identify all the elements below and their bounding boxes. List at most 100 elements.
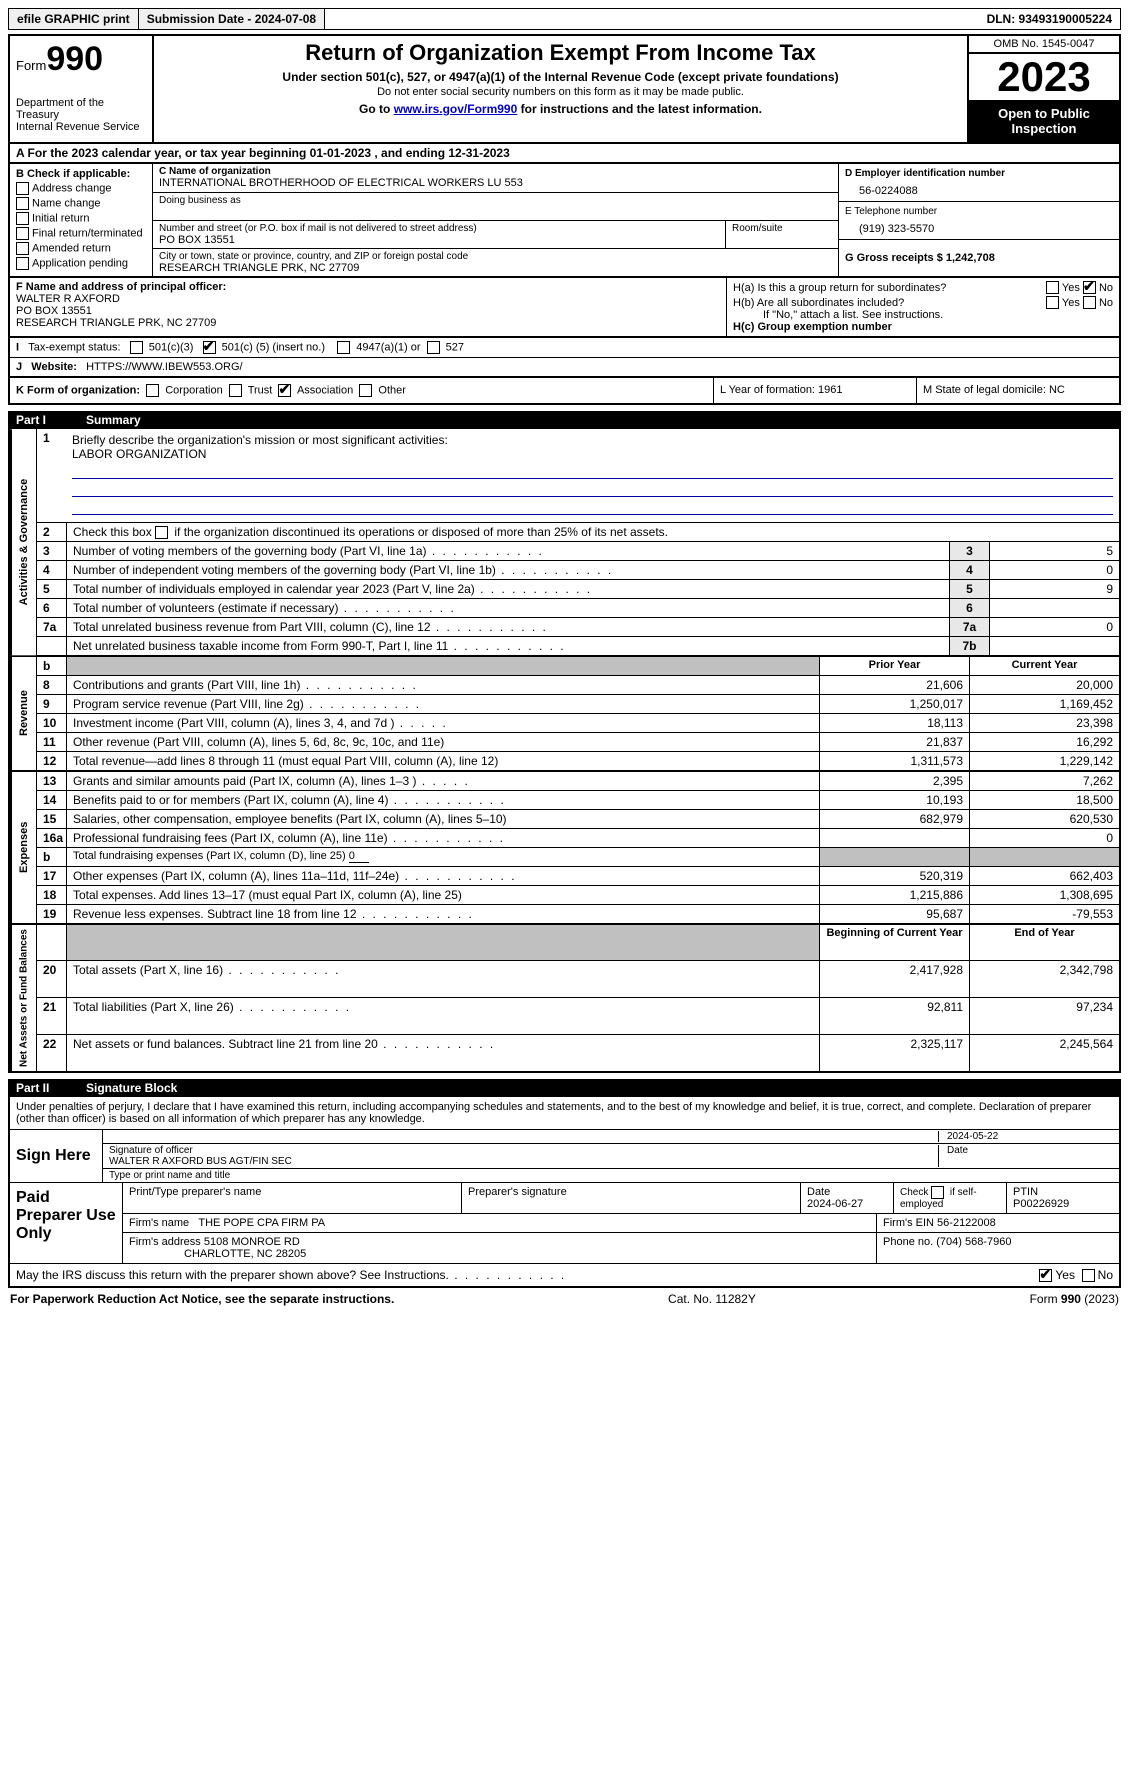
city-lbl: City or town, state or province, country… [159, 251, 832, 262]
vlabel-expenses: Expenses [10, 772, 36, 923]
chk-name-change[interactable] [16, 197, 29, 210]
officer-addr2: RESEARCH TRIANGLE PRK, NC 27709 [16, 317, 720, 329]
row-f-officer: F Name and address of principal officer:… [10, 278, 727, 336]
box-5: 5 [949, 579, 989, 598]
val-22-p: 2,325,117 [819, 1034, 969, 1071]
chk-address-change[interactable] [16, 182, 29, 195]
form-subtitle-2: Do not enter social security numbers on … [162, 86, 959, 98]
summary-governance: Activities & Governance 1 Briefly descri… [8, 429, 1121, 657]
val-16a-p [819, 828, 969, 847]
sign-here-lbl: Sign Here [10, 1130, 103, 1182]
chk-hb-no[interactable] [1083, 296, 1096, 309]
col-d-ids: D Employer identification number 56-0224… [838, 164, 1119, 276]
val-6 [989, 598, 1119, 617]
firm-ein: 56-2122008 [937, 1217, 996, 1229]
val-20-c: 2,342,798 [969, 960, 1119, 997]
lbl-address-change: Address change [32, 182, 112, 194]
sig-type-lbl: Type or print name and title [109, 1170, 238, 1181]
chk-assoc[interactable] [278, 384, 291, 397]
chk-final-return[interactable] [16, 227, 29, 240]
part-2-header: Part II Signature Block [8, 1079, 1121, 1097]
line-3: Number of voting members of the governin… [66, 541, 949, 560]
firm-phone-lbl: Phone no. [883, 1236, 933, 1248]
h-b-note: If "No," attach a list. See instructions… [733, 309, 1113, 321]
lbl-no-1: No [1099, 282, 1113, 294]
gross-receipts: G Gross receipts $ 1,242,708 [845, 252, 1113, 264]
line-11: Other revenue (Part VIII, column (A), li… [66, 732, 819, 751]
penalty-text: Under penalties of perjury, I declare th… [10, 1097, 1119, 1129]
summary-revenue: Revenue b Prior Year Current Year 8Contr… [8, 657, 1121, 772]
submission-date: Submission Date - 2024-07-08 [139, 9, 325, 29]
chk-amended-return[interactable] [16, 242, 29, 255]
sig-officer: WALTER R AXFORD BUS AGT/FIN SEC [109, 1156, 292, 1167]
val-21-c: 97,234 [969, 997, 1119, 1034]
org-name: INTERNATIONAL BROTHERHOOD OF ELECTRICAL … [159, 177, 832, 189]
chk-501c[interactable] [203, 341, 216, 354]
omb-number: OMB No. 1545-0047 [969, 36, 1119, 54]
ein-lbl: D Employer identification number [845, 168, 1113, 179]
chk-application-pending[interactable] [16, 257, 29, 270]
firm-addr1: 5108 MONROE RD [204, 1236, 300, 1248]
prep-date: 2024-06-27 [807, 1198, 863, 1210]
val-7b [989, 636, 1119, 655]
val-18-p: 1,215,886 [819, 885, 969, 904]
irs-link[interactable]: www.irs.gov/Form990 [394, 102, 518, 116]
chk-trust[interactable] [229, 384, 242, 397]
chk-self-employed[interactable] [931, 1186, 944, 1199]
part-2-num: Part II [16, 1081, 86, 1095]
tel: (919) 323-5570 [845, 217, 1113, 235]
lbl-amended: Amended return [32, 242, 111, 254]
val-15-c: 620,530 [969, 809, 1119, 828]
val-10-c: 23,398 [969, 713, 1119, 732]
tel-lbl: E Telephone number [845, 206, 1113, 217]
lbl-trust: Trust [248, 384, 273, 396]
val-16a-c: 0 [969, 828, 1119, 847]
vlabel-netassets: Net Assets or Fund Balances [10, 925, 36, 1071]
line-16b: Total fundraising expenses (Part IX, col… [66, 847, 819, 866]
box-7b: 7b [949, 636, 989, 655]
val-7a: 0 [989, 617, 1119, 636]
addr-lbl: Number and street (or P.O. box if mail i… [159, 223, 719, 234]
chk-discuss-no[interactable] [1082, 1269, 1095, 1282]
line-19: Revenue less expenses. Subtract line 18 … [66, 904, 819, 923]
chk-discuss-yes[interactable] [1039, 1269, 1052, 1282]
chk-ha-no[interactable] [1083, 281, 1096, 294]
discuss-q: May the IRS discuss this return with the… [16, 1268, 1039, 1282]
lbl-final-return: Final return/terminated [32, 227, 143, 239]
dba-lbl: Doing business as [153, 193, 838, 221]
chk-4947[interactable] [337, 341, 350, 354]
box-4: 4 [949, 560, 989, 579]
officer-addr1: PO BOX 13551 [16, 305, 720, 317]
chk-discontinued[interactable] [155, 526, 168, 539]
line-7b: Net unrelated business taxable income fr… [66, 636, 949, 655]
ein: 56-0224088 [845, 179, 1113, 197]
chk-initial-return[interactable] [16, 212, 29, 225]
efile-button[interactable]: efile GRAPHIC print [9, 9, 139, 29]
line-10: Investment income (Part VIII, column (A)… [66, 713, 819, 732]
lbl-yes-1: Yes [1062, 282, 1080, 294]
line-16a: Professional fundraising fees (Part IX, … [66, 828, 819, 847]
chk-corp[interactable] [146, 384, 159, 397]
val-11-p: 21,837 [819, 732, 969, 751]
box-7a: 7a [949, 617, 989, 636]
chk-501c3[interactable] [130, 341, 143, 354]
val-21-p: 92,811 [819, 997, 969, 1034]
chk-527[interactable] [427, 341, 440, 354]
goto-pre: Go to [359, 102, 394, 116]
val-15-p: 682,979 [819, 809, 969, 828]
part-1-num: Part I [16, 413, 86, 427]
top-bar: efile GRAPHIC print Submission Date - 20… [8, 8, 1121, 30]
prep-ptin-lbl: PTIN [1013, 1186, 1038, 1198]
tax-year: 2023 [969, 54, 1119, 100]
line-22: Net assets or fund balances. Subtract li… [66, 1034, 819, 1071]
chk-other[interactable] [359, 384, 372, 397]
val-19-c: -79,553 [969, 904, 1119, 923]
irs: Internal Revenue Service [16, 121, 146, 133]
col-b-label: B Check if applicable: [16, 168, 146, 180]
val-14-c: 18,500 [969, 790, 1119, 809]
chk-ha-yes[interactable] [1046, 281, 1059, 294]
vlabel-revenue: Revenue [10, 657, 36, 770]
tax-exempt-lbl: Tax-exempt status: [28, 341, 120, 353]
chk-hb-yes[interactable] [1046, 296, 1059, 309]
val-19-p: 95,687 [819, 904, 969, 923]
